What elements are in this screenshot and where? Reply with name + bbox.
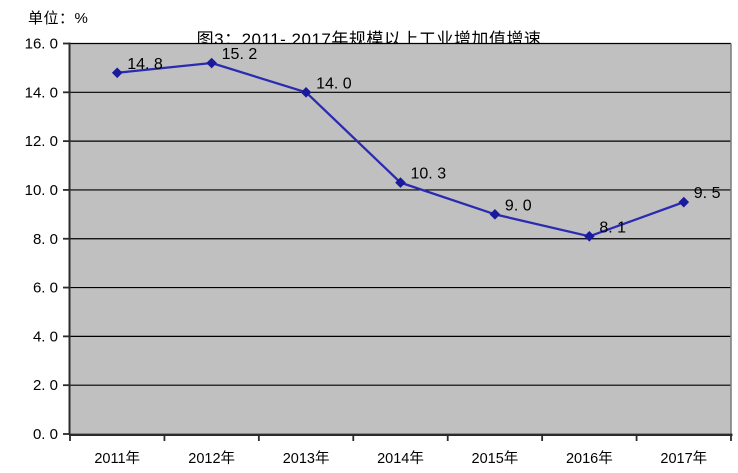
x-tick-label: 2012年 — [188, 450, 235, 467]
y-tick-label: 6. 0 — [33, 280, 58, 297]
y-tick-label: 0. 0 — [33, 426, 58, 443]
y-tick-label: 4. 0 — [33, 328, 58, 345]
y-tick-label: 10. 0 — [25, 182, 58, 199]
x-tick-label: 2016年 — [566, 450, 613, 467]
x-tick-label: 2017年 — [660, 450, 707, 467]
data-point-marker — [206, 57, 217, 69]
y-tick-label: 2. 0 — [33, 377, 58, 394]
data-point-marker — [395, 177, 406, 188]
x-tick-label: 2014年 — [377, 450, 424, 467]
data-point-marker — [489, 209, 501, 220]
data-point-label: 14. 8 — [127, 56, 163, 73]
y-tick-label: 16. 0 — [25, 36, 58, 53]
y-tick-label: 8. 0 — [33, 231, 58, 248]
unit-label: 单位：% — [28, 10, 89, 27]
x-tick-label: 2015年 — [472, 450, 519, 467]
data-point-label: 15. 2 — [222, 46, 258, 63]
data-point-label: 14. 0 — [316, 75, 352, 92]
data-point-marker — [678, 196, 690, 208]
y-tick-label: 14. 0 — [25, 84, 58, 101]
data-point-label: 9. 0 — [505, 197, 532, 214]
x-tick-label: 2013年 — [283, 450, 330, 467]
data-point-marker — [584, 231, 595, 242]
data-point-label: 8. 1 — [599, 219, 626, 236]
x-tick-label: 2011年 — [94, 450, 140, 467]
data-point-marker — [111, 67, 123, 79]
data-point-label: 9. 5 — [694, 185, 721, 202]
data-point-label: 10. 3 — [411, 166, 447, 183]
y-tick-label: 12. 0 — [25, 133, 58, 150]
data-point-marker — [300, 87, 312, 98]
